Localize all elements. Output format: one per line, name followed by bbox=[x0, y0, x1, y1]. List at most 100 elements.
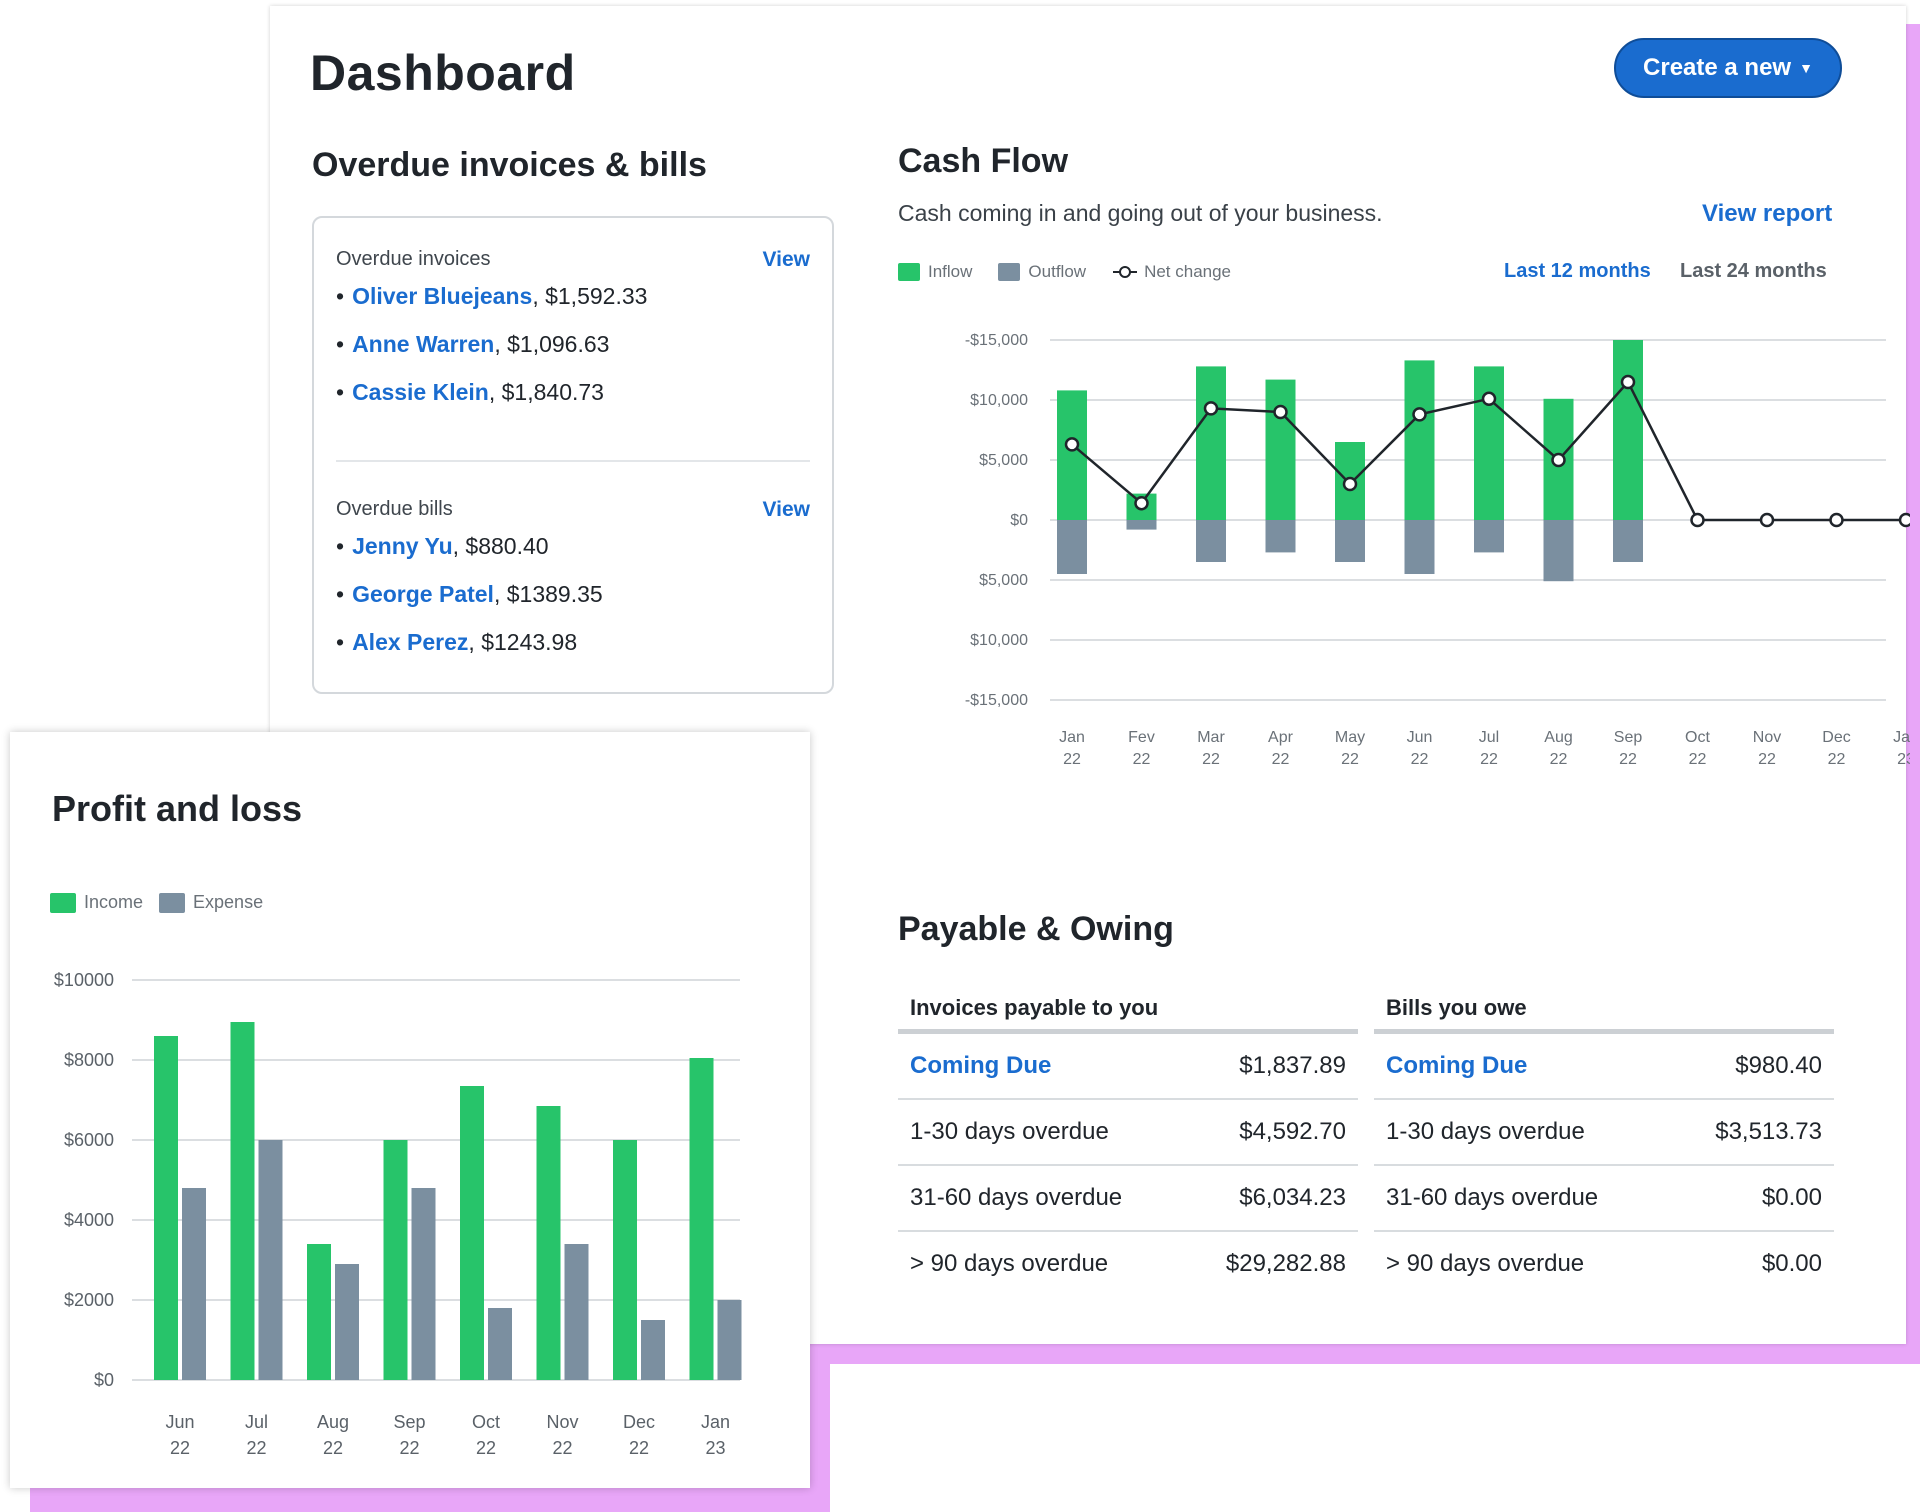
net-change-point bbox=[1412, 407, 1427, 422]
y-tick-label: $5,000 bbox=[979, 572, 1028, 589]
expense-bar bbox=[488, 1308, 512, 1380]
x-tick-label: Jan bbox=[701, 1412, 730, 1432]
table-row: > 90 days overdue $29,282.88 bbox=[898, 1232, 1358, 1296]
outflow-swatch bbox=[998, 263, 1021, 281]
x-tick-label: 22 bbox=[1272, 751, 1290, 768]
income-bar bbox=[154, 1036, 178, 1380]
customer-link[interactable]: Cassie Klein bbox=[352, 379, 489, 405]
expense-bar bbox=[182, 1188, 206, 1380]
cashflow-legend: Inflow Outflow Net change bbox=[898, 262, 1257, 282]
table-row: 31-60 days overdue $6,034.23 bbox=[898, 1166, 1358, 1232]
x-tick-label: 22 bbox=[1133, 751, 1151, 768]
list-item: • Cassie Klein, $1,840.73 bbox=[336, 379, 604, 405]
amount-text: , $1243.98 bbox=[468, 629, 578, 655]
overdue-bills-view-link[interactable]: View bbox=[762, 498, 810, 521]
row-label: 1-30 days overdue bbox=[910, 1118, 1109, 1145]
x-tick-label: May bbox=[1335, 729, 1365, 746]
legend-expense: Expense bbox=[159, 892, 263, 913]
legend-outflow: Outflow bbox=[998, 262, 1086, 282]
row-value: $0.00 bbox=[1761, 1184, 1822, 1211]
outflow-bar bbox=[1335, 520, 1365, 562]
income-bar bbox=[383, 1140, 408, 1380]
outflow-bar bbox=[1613, 520, 1643, 562]
row-label: 1-30 days overdue bbox=[1386, 1118, 1585, 1145]
inflow-bar bbox=[1613, 340, 1643, 520]
customer-link[interactable]: Oliver Bluejeans bbox=[352, 283, 533, 309]
x-tick-label: Dec bbox=[623, 1412, 655, 1432]
y-tick-label: $0 bbox=[1010, 512, 1028, 529]
y-tick-label: -$15,000 bbox=[965, 332, 1028, 349]
invoices-payable-table: Invoices payable to you Coming Due $1,837… bbox=[898, 986, 1358, 1296]
profit-legend: Income Expense bbox=[50, 892, 289, 913]
vendor-link[interactable]: George Patel bbox=[352, 581, 494, 607]
create-new-label: Create a new bbox=[1643, 54, 1792, 81]
expense-swatch bbox=[159, 892, 186, 913]
x-tick-label: Jun bbox=[165, 1412, 194, 1432]
y-tick-label: $0 bbox=[94, 1370, 114, 1390]
net-change-point bbox=[1273, 404, 1288, 420]
x-tick-label: Oct bbox=[472, 1412, 500, 1432]
net-change-point bbox=[1481, 391, 1497, 407]
customer-link[interactable]: Anne Warren bbox=[352, 331, 495, 357]
row-label: 31-60 days overdue bbox=[1386, 1184, 1599, 1211]
x-tick-label: Jun bbox=[1407, 729, 1433, 746]
range-12-months-tab[interactable]: Last 12 months bbox=[1504, 260, 1651, 282]
x-tick-label: Aug bbox=[1544, 729, 1572, 746]
create-new-button[interactable]: Create a new ▼ bbox=[1614, 38, 1842, 98]
y-tick-label: $10,000 bbox=[970, 392, 1028, 409]
overdue-box: Overdue invoices View • Oliver Bluejeans,… bbox=[312, 216, 834, 694]
row-value: $6,034.23 bbox=[1239, 1184, 1346, 1211]
dashboard-card: Dashboard Create a new ▼ Overdue invoice… bbox=[270, 6, 1910, 1344]
expense-bar bbox=[335, 1264, 359, 1380]
bills-owe-heading: Bills you owe bbox=[1374, 986, 1834, 1034]
net-change-point bbox=[1690, 512, 1705, 528]
outflow-bar bbox=[1126, 520, 1157, 530]
income-bar bbox=[689, 1058, 714, 1380]
caret-down-icon: ▼ bbox=[1799, 60, 1813, 76]
y-tick-label: $10000 bbox=[54, 970, 114, 990]
divider bbox=[336, 460, 810, 462]
outflow-bar bbox=[1057, 520, 1087, 574]
overdue-section-title: Overdue invoices & bills bbox=[312, 146, 707, 184]
amount-text: , $1389.35 bbox=[493, 581, 603, 607]
row-value: $4,592.70 bbox=[1239, 1118, 1346, 1145]
x-tick-label: Nov bbox=[1753, 729, 1781, 746]
profit-loss-title: Profit and loss bbox=[52, 788, 303, 829]
vendor-link[interactable]: Jenny Yu bbox=[352, 533, 453, 559]
legend-net-change: Net change bbox=[1112, 262, 1231, 282]
row-value: $0.00 bbox=[1761, 1250, 1822, 1277]
expense-bar bbox=[641, 1320, 665, 1380]
x-tick-label: 22 bbox=[1550, 751, 1568, 768]
range-24-months-tab[interactable]: Last 24 months bbox=[1680, 260, 1827, 282]
y-tick-label: $5,000 bbox=[979, 452, 1028, 469]
list-item: • George Patel, $1389.35 bbox=[336, 581, 603, 607]
x-tick-label: 22 bbox=[1411, 751, 1429, 768]
list-item: • Jenny Yu, $880.40 bbox=[336, 533, 549, 559]
x-tick-label: 22 bbox=[476, 1438, 496, 1458]
overdue-invoices-heading: Overdue invoices bbox=[336, 248, 491, 270]
list-item: • Oliver Bluejeans, $1,592.33 bbox=[336, 283, 648, 309]
inflow-bar bbox=[1265, 379, 1296, 520]
table-row: 1-30 days overdue $3,513.73 bbox=[1374, 1100, 1834, 1166]
row-label: > 90 days overdue bbox=[910, 1250, 1109, 1277]
view-report-link[interactable]: View report bbox=[1702, 200, 1833, 227]
amount-text: , $1,096.63 bbox=[494, 331, 610, 357]
coming-due-link[interactable]: Coming Due bbox=[1386, 1052, 1528, 1079]
y-tick-label: $6000 bbox=[64, 1130, 114, 1150]
income-bar bbox=[230, 1022, 255, 1380]
x-tick-label: 22 bbox=[1341, 751, 1359, 768]
outflow-bar bbox=[1543, 520, 1574, 582]
inflow-bar bbox=[1057, 390, 1087, 520]
vendor-link[interactable]: Alex Perez bbox=[352, 629, 469, 655]
table-row: Coming Due $1,837.89 bbox=[898, 1034, 1358, 1100]
overdue-invoices-view-link[interactable]: View bbox=[762, 248, 810, 271]
y-tick-label: $10,000 bbox=[970, 632, 1028, 649]
legend-label: Net change bbox=[1144, 262, 1232, 281]
coming-due-link[interactable]: Coming Due bbox=[910, 1052, 1052, 1079]
y-tick-label: $8000 bbox=[64, 1050, 114, 1070]
x-tick-label: 22 bbox=[246, 1438, 266, 1458]
income-bar bbox=[460, 1086, 484, 1380]
invoices-payable-heading: Invoices payable to you bbox=[898, 986, 1358, 1034]
table-row: Coming Due $980.40 bbox=[1374, 1034, 1834, 1100]
outflow-bar bbox=[1196, 520, 1226, 562]
